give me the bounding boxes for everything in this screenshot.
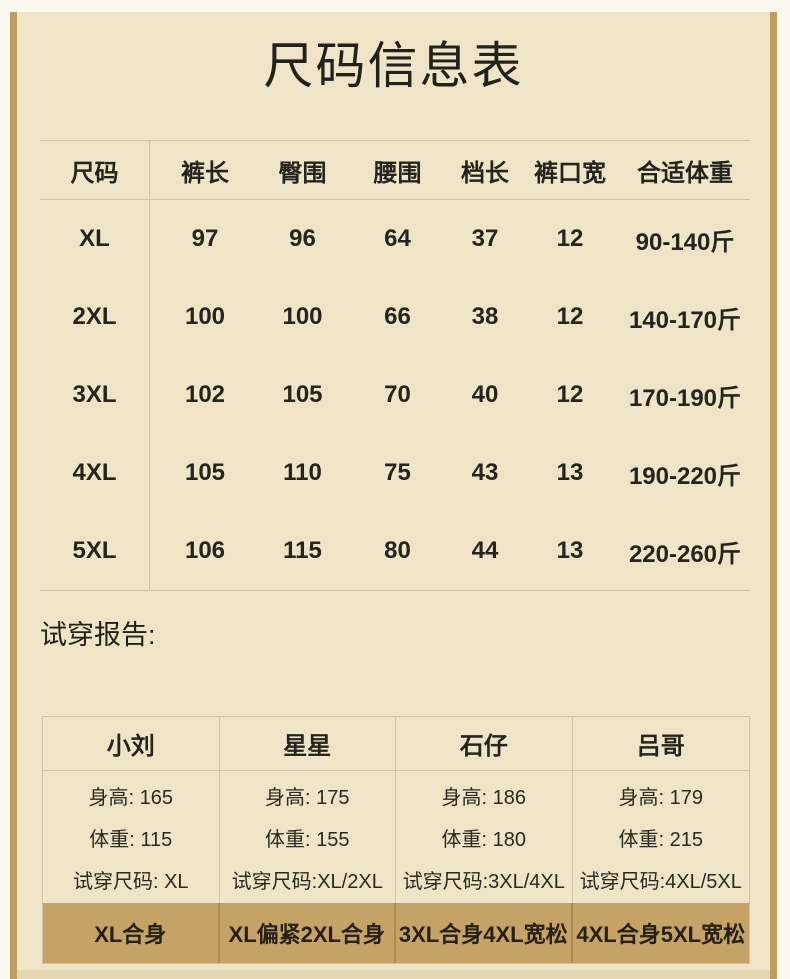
column-header-waist: 腰围 bbox=[345, 141, 450, 200]
measure-cell: 100 bbox=[184, 303, 226, 330]
measure-cell: 80 bbox=[384, 537, 411, 564]
tester-name: 石仔 bbox=[396, 717, 573, 771]
weight-range-cell: 220-260斤 bbox=[628, 540, 742, 568]
measure-cell: 115 bbox=[283, 537, 322, 564]
tried-size-line: 试穿尺码:4XL/5XL bbox=[579, 870, 742, 893]
measure-cell: 43 bbox=[471, 459, 499, 486]
column-header-crotch-length: 档长 bbox=[450, 141, 520, 200]
tried-size-line: 试穿尺码: XL bbox=[72, 870, 189, 893]
page-background bbox=[17, 12, 770, 979]
size-cell: XL bbox=[40, 200, 150, 278]
measure-cell: 44 bbox=[471, 537, 499, 564]
measure-cell: 105 bbox=[184, 459, 226, 486]
size-info-table: 尺码 裤长 臀围 腰围 档长 裤口宽 合适体重 XL 97 96 64 37 1… bbox=[40, 140, 750, 591]
height-line: 身高: 175 bbox=[265, 786, 350, 809]
measure-cell: 12 bbox=[556, 303, 584, 330]
tester-name: 星星 bbox=[219, 717, 396, 771]
column-header-suitable-weight: 合适体重 bbox=[620, 141, 750, 200]
measure-cell: 12 bbox=[556, 381, 584, 408]
fit-report-table: 小刘 星星 石仔 吕哥 身高: 165 体重: 115 试穿尺码: XL 身高:… bbox=[42, 716, 750, 964]
page-title: 尺码信息表 bbox=[263, 38, 524, 94]
measure-cell: 70 bbox=[384, 381, 411, 408]
measure-cell: 96 bbox=[289, 225, 316, 252]
fit-comment: 4XL合身5XL宽松 bbox=[572, 903, 749, 963]
measure-cell: 66 bbox=[384, 303, 411, 330]
size-cell: 4XL bbox=[40, 434, 150, 512]
height-line: 身高: 186 bbox=[441, 786, 526, 809]
fit-comment: XL合身 bbox=[43, 903, 220, 963]
weight-line: 体重: 215 bbox=[618, 828, 703, 851]
measure-cell: 13 bbox=[556, 537, 584, 564]
tried-size-line: 试穿尺码:3XL/4XL bbox=[402, 870, 565, 893]
size-cell: 5XL bbox=[40, 512, 150, 590]
column-header-pants-length: 裤长 bbox=[150, 141, 260, 200]
measure-cell: 13 bbox=[556, 459, 584, 486]
weight-range-cell: 190-220斤 bbox=[628, 462, 742, 490]
measure-cell: 37 bbox=[471, 225, 499, 252]
measure-cell: 105 bbox=[282, 381, 323, 408]
measure-cell: 97 bbox=[191, 225, 219, 252]
left-frame-line bbox=[10, 12, 17, 979]
measure-cell: 64 bbox=[384, 225, 411, 252]
column-header-size: 尺码 bbox=[40, 141, 150, 200]
tester-details: 身高: 186 体重: 180 试穿尺码:3XL/4XL bbox=[396, 771, 573, 903]
bottom-edge-strip bbox=[17, 970, 770, 979]
tester-name: 吕哥 bbox=[572, 717, 749, 771]
measure-cell: 100 bbox=[282, 303, 323, 330]
height-line: 身高: 165 bbox=[88, 786, 173, 809]
weight-range-cell: 140-170斤 bbox=[628, 306, 742, 334]
height-line: 身高: 179 bbox=[618, 786, 703, 809]
measure-cell: 110 bbox=[283, 459, 322, 486]
measure-cell: 106 bbox=[184, 537, 226, 564]
size-cell: 2XL bbox=[40, 278, 150, 356]
tester-details: 身高: 179 体重: 215 试穿尺码:4XL/5XL bbox=[573, 771, 750, 903]
fit-comment: XL偏紧2XL合身 bbox=[219, 903, 396, 963]
tried-size-line: 试穿尺码:XL/2XL bbox=[231, 870, 383, 893]
measure-cell: 12 bbox=[556, 225, 584, 252]
size-cell: 3XL bbox=[40, 356, 150, 434]
weight-range-cell: 90-140斤 bbox=[635, 228, 735, 256]
measure-cell: 75 bbox=[384, 459, 411, 486]
tester-name: 小刘 bbox=[43, 717, 220, 771]
column-header-hip: 臀围 bbox=[260, 141, 345, 200]
measure-cell: 40 bbox=[471, 381, 499, 408]
measure-cell: 38 bbox=[471, 303, 499, 330]
weight-range-cell: 170-190斤 bbox=[628, 384, 742, 412]
weight-line: 体重: 115 bbox=[89, 828, 173, 851]
tester-details: 身高: 175 体重: 155 试穿尺码:XL/2XL bbox=[220, 771, 396, 903]
right-frame-line bbox=[770, 12, 777, 979]
fit-comment: 3XL合身4XL宽松 bbox=[396, 903, 573, 963]
try-on-report-label: 试穿报告: bbox=[40, 620, 156, 650]
column-header-leg-opening: 裤口宽 bbox=[520, 141, 620, 200]
tester-details: 身高: 165 体重: 115 试穿尺码: XL bbox=[43, 771, 220, 903]
measure-cell: 102 bbox=[184, 381, 226, 408]
weight-line: 体重: 155 bbox=[265, 828, 350, 851]
weight-line: 体重: 180 bbox=[441, 828, 526, 851]
